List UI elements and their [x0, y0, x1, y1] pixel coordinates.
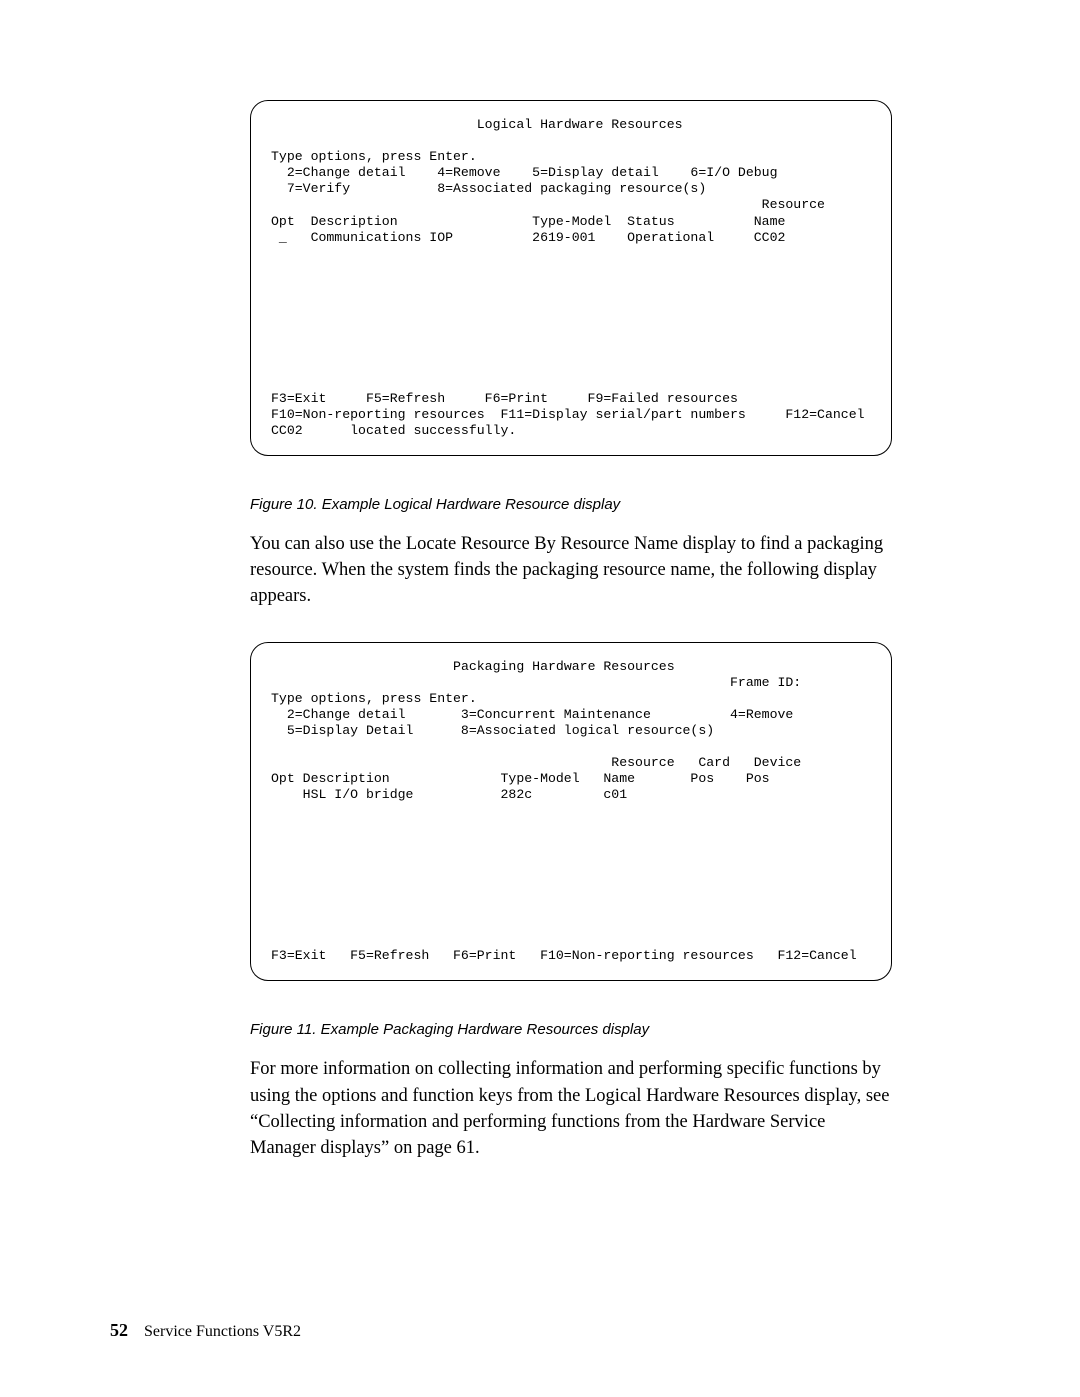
t1-fkeys-1: F3=Exit F5=Refresh F6=Print F9=Failed re… — [271, 391, 738, 406]
t1-options-1: 2=Change detail 4=Remove 5=Display detai… — [271, 165, 777, 180]
figure-10-caption: Figure 10. Example Logical Hardware Reso… — [250, 496, 890, 513]
t1-prompt: Type options, press Enter. — [271, 149, 477, 164]
t1-row-1: _ Communications IOP 2619-001 Operationa… — [271, 230, 785, 245]
t2-options-1: 2=Change detail 3=Concurrent Maintenance… — [271, 707, 793, 722]
content-column: Logical Hardware Resources Type options,… — [250, 100, 890, 1162]
t2-row-1: HSL I/O bridge 282c c01 — [271, 787, 627, 802]
t1-status: CC02 located successfully. — [271, 423, 516, 438]
t1-options-2: 7=Verify 8=Associated packaging resource… — [271, 181, 706, 196]
t1-header-1: Resource — [271, 197, 825, 212]
t2-title-indent — [271, 659, 453, 674]
page-number: 52 — [110, 1320, 128, 1340]
page-footer: 52 Service Functions V5R2 — [110, 1320, 301, 1341]
paragraph-2: For more information on collecting infor… — [250, 1056, 890, 1161]
t2-options-2: 5=Display Detail 8=Associated logical re… — [271, 723, 714, 738]
terminal-logical-hw-resources: Logical Hardware Resources Type options,… — [250, 100, 892, 456]
terminal-packaging-hw-resources: Packaging Hardware Resources Frame ID: T… — [250, 642, 892, 982]
t2-header-2: Opt Description Type-Model Name Pos Pos — [271, 771, 770, 786]
t2-frame-line: Frame ID: — [271, 675, 801, 690]
t1-fkeys-2: F10=Non-reporting resources F11=Display … — [271, 407, 865, 422]
t2-header-1: Resource Card Device — [271, 755, 801, 770]
figure-11-caption: Figure 11. Example Packaging Hardware Re… — [250, 1021, 890, 1038]
t2-title: Packaging Hardware Resources — [453, 659, 675, 674]
page: Logical Hardware Resources Type options,… — [0, 0, 1080, 1397]
paragraph-1: You can also use the Locate Resource By … — [250, 531, 890, 610]
t1-title: Logical Hardware Resources — [477, 117, 683, 132]
footer-text: Service Functions V5R2 — [144, 1323, 301, 1340]
t2-fkeys-1: F3=Exit F5=Refresh F6=Print F10=Non-repo… — [271, 948, 857, 963]
t1-header-2: Opt Description Type-Model Status Name — [271, 214, 785, 229]
t2-prompt: Type options, press Enter. — [271, 691, 477, 706]
t1-title-indent — [271, 117, 477, 132]
